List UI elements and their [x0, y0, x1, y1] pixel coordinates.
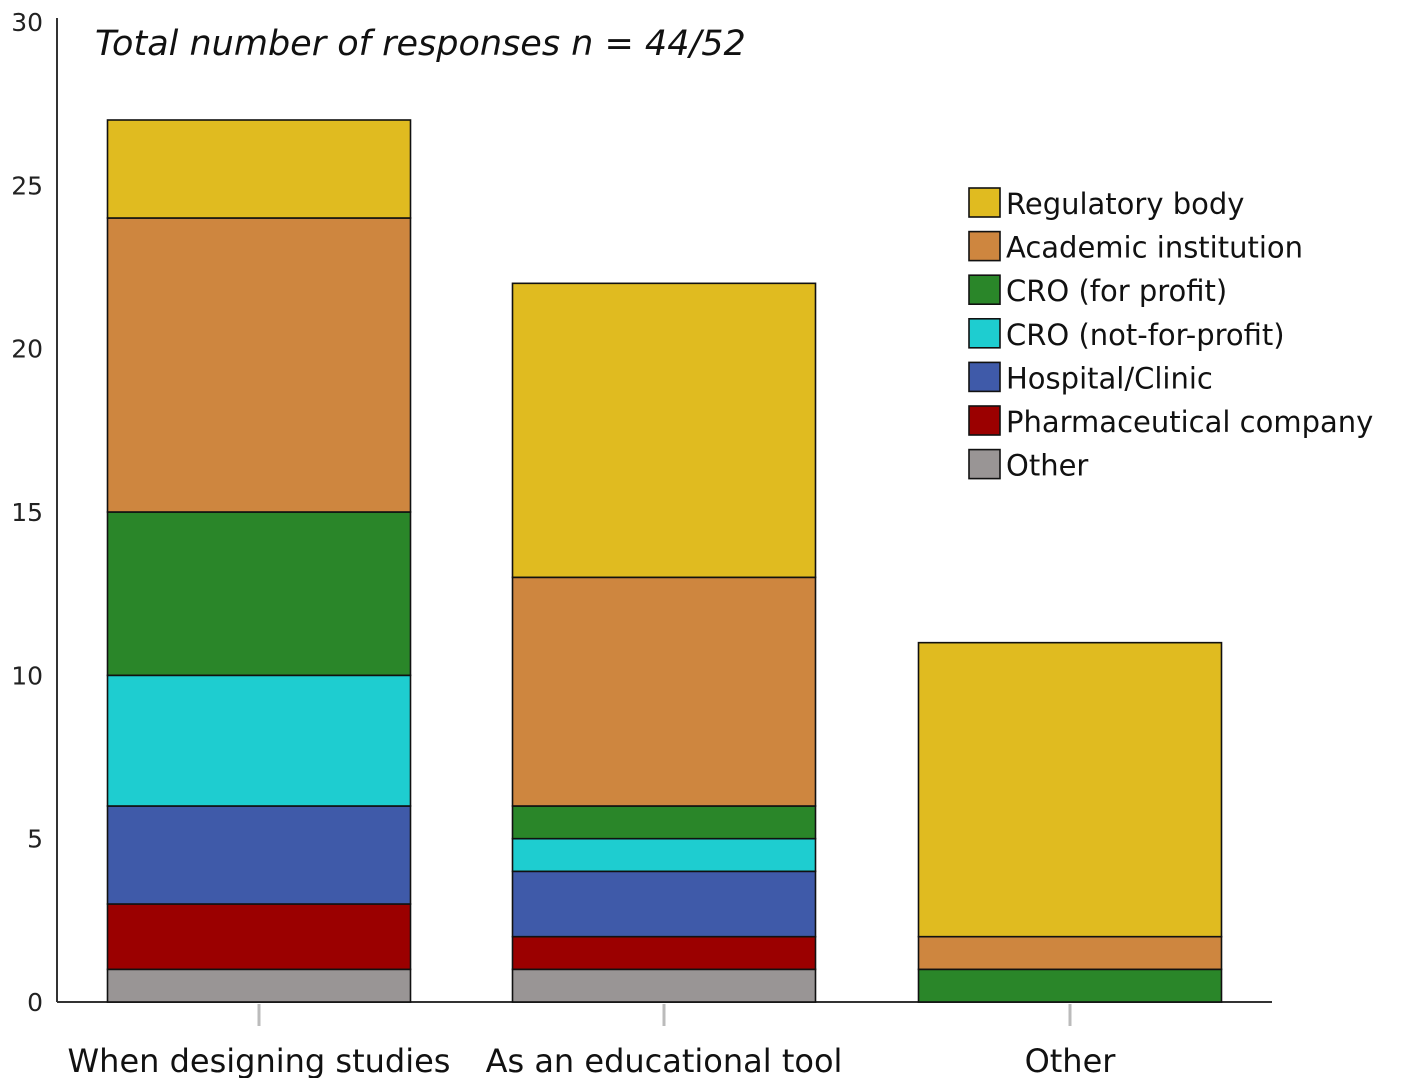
y-tick-label: 30 — [11, 8, 43, 37]
legend-label: Regulatory body — [1006, 187, 1244, 221]
legend: Regulatory body Academic institution CRO (… — [968, 187, 1373, 483]
y-tick-label: 0 — [27, 988, 43, 1017]
bars — [106, 119, 1223, 1003]
y-tick-label: 10 — [11, 661, 43, 690]
y-tick-label: 15 — [11, 498, 43, 527]
y-tick-label: 5 — [27, 825, 43, 854]
legend-swatch — [968, 361, 1001, 393]
bar-segment — [917, 968, 1223, 1003]
bar-segment — [106, 674, 412, 807]
bar-segment — [917, 641, 1223, 938]
legend-label: Hospital/Clinic — [1006, 361, 1213, 395]
axes: 0 5 10 15 20 25 30 When designing studies As an … — [11, 8, 1272, 1078]
bar-segment — [106, 805, 412, 905]
legend-label: Other — [1006, 449, 1088, 483]
legend-label: Academic institution — [1006, 231, 1303, 265]
legend-swatch — [968, 230, 1001, 262]
bar-segment — [511, 805, 817, 840]
legend-label: CRO (not-for-profit) — [1006, 318, 1285, 352]
chart-title: Total number of responses n = 44/52 — [95, 24, 746, 64]
legend-swatch — [968, 405, 1001, 436]
x-tick-label: Other — [1025, 1042, 1117, 1078]
x-tick-label: As an educational tool — [486, 1042, 843, 1078]
y-tick-label: 25 — [11, 171, 43, 200]
bar-segment — [106, 511, 412, 677]
legend-swatch — [968, 317, 1001, 349]
bar-segment — [106, 119, 412, 219]
legend-label: Pharmaceutical company — [1006, 405, 1373, 439]
legend-label: CRO (for profit) — [1006, 274, 1227, 308]
bar-segment — [511, 968, 817, 1003]
bar-segment — [106, 903, 412, 971]
bar-segment — [511, 576, 817, 807]
y-tick-label: 20 — [11, 335, 43, 364]
x-tick-label: When designing studies — [68, 1042, 451, 1078]
bar-segment — [917, 935, 1223, 971]
bar-segment — [511, 837, 817, 873]
bar-segment — [106, 217, 412, 513]
bar-segment — [511, 935, 817, 971]
legend-swatch — [968, 274, 1001, 306]
bar-segment — [511, 870, 817, 938]
bar-segment — [511, 282, 817, 579]
legend-swatch — [968, 448, 1001, 480]
bar-segment — [106, 968, 412, 1003]
legend-swatch — [968, 187, 1001, 218]
